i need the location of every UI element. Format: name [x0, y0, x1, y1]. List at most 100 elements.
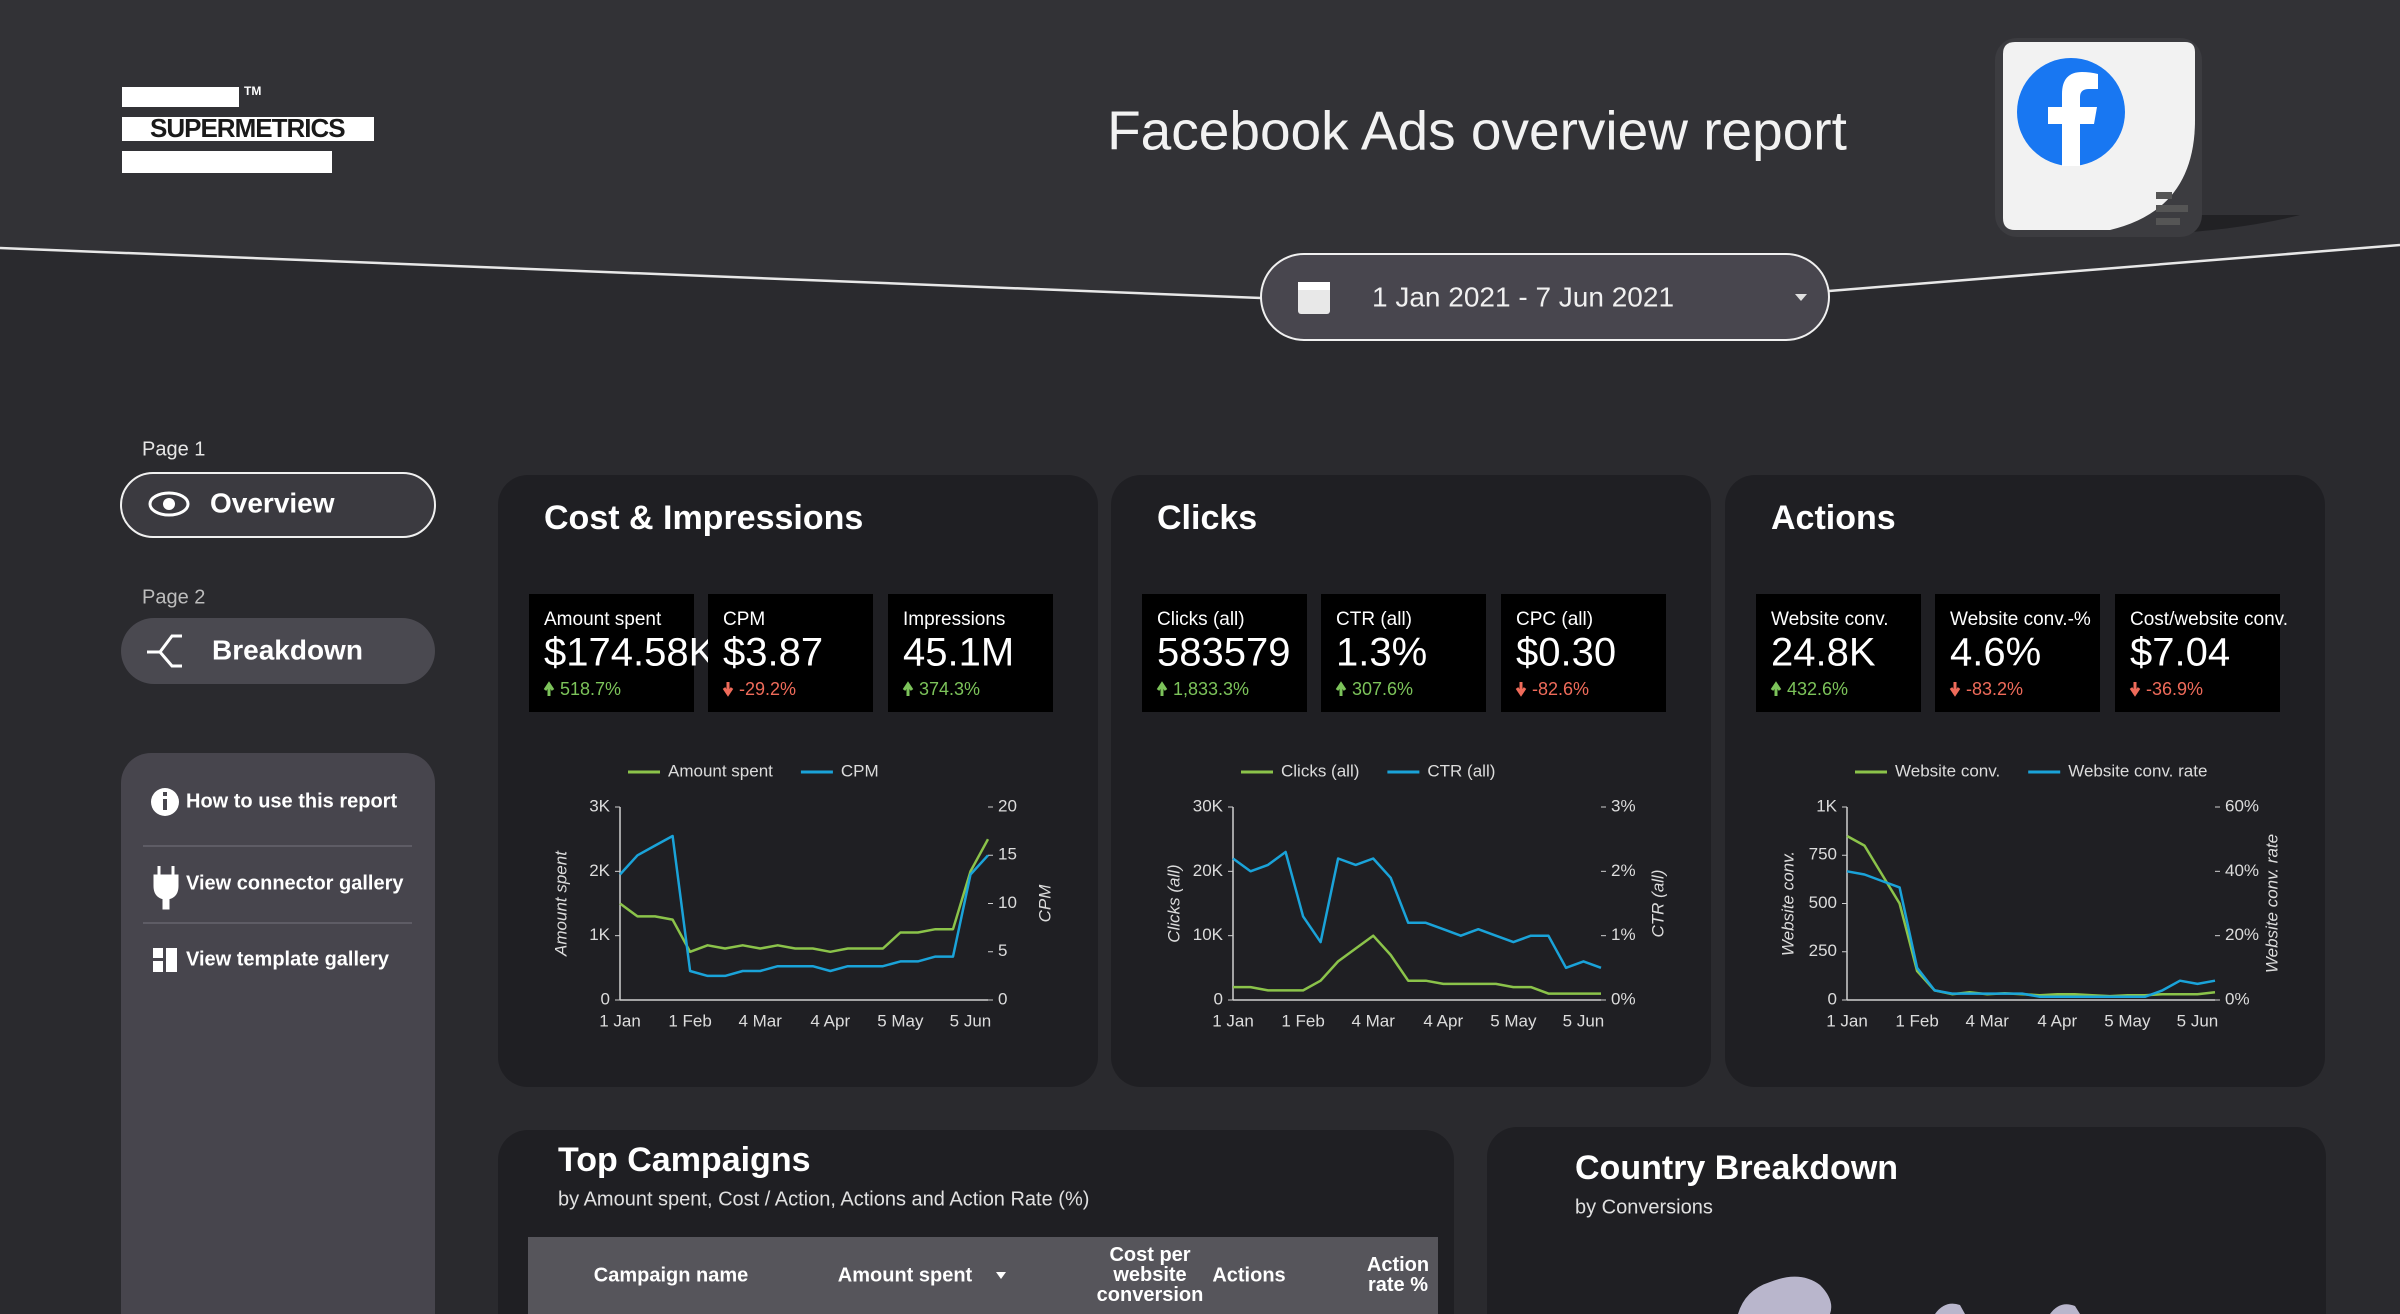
date-picker[interactable]: 1 Jan 2021 - 7 Jun 2021: [1260, 253, 1830, 341]
x-tick-label: 4 Apr: [810, 1011, 850, 1030]
y-tick-label: 3%: [1611, 796, 1636, 815]
card-bg: [498, 475, 1098, 1087]
nav-page-name[interactable]: Breakdown: [212, 634, 363, 665]
facebook-icon: [1995, 38, 2300, 237]
icon-bar: [2156, 218, 2180, 225]
report-title: Facebook Ads overview report: [1107, 100, 1847, 162]
delta-arrow: [543, 681, 555, 696]
delta-arrow: [1770, 681, 1782, 696]
nav-button-active[interactable]: [120, 472, 436, 538]
y-axis-label: Website conv.: [1778, 851, 1797, 956]
scorecard-value: 45.1M: [903, 631, 1014, 675]
grid-icon: [153, 948, 163, 958]
page-label: Page 1: [142, 438, 205, 460]
y2-axis-label: CTR (all): [1648, 870, 1667, 938]
y-tick-label: 250: [1809, 941, 1837, 960]
icon-bar: [2156, 192, 2172, 199]
delta-arrow: [2129, 682, 2141, 697]
column-header[interactable]: Amount spent: [838, 1264, 973, 1286]
y-tick-label: 2K: [589, 861, 610, 880]
y-tick-label: 15: [998, 845, 1017, 864]
nav-link[interactable]: View connector gallery: [186, 872, 404, 894]
eye-icon-pupil: [163, 498, 175, 510]
x-tick-label: 5 Jun: [950, 1011, 992, 1030]
y-tick-label: 1K: [589, 925, 610, 944]
scorecard-value: $3.87: [723, 631, 823, 675]
x-tick-label: 5 Jun: [1563, 1011, 1605, 1030]
y-tick-label: 30K: [1193, 796, 1224, 815]
column-header-wrap: Action rate %: [1367, 1254, 1429, 1296]
delta-arrow: [722, 682, 734, 697]
x-tick-label: 4 Mar: [738, 1011, 782, 1030]
delta-arrow: [1515, 682, 1527, 697]
series-line: [1233, 934, 1601, 995]
calendar-icon-top: [1298, 282, 1330, 290]
series-line: [1846, 870, 2216, 999]
logo: SUPERMETRICS TM: [122, 84, 374, 173]
page-label: Page 2: [142, 586, 205, 608]
nav-button[interactable]: [121, 618, 435, 684]
column-header[interactable]: Campaign name: [594, 1264, 748, 1286]
scorecard-delta: -82.6%: [1532, 679, 1589, 699]
icon-bar: [2156, 205, 2188, 212]
y-tick-label: 5: [998, 941, 1007, 960]
x-tick-label: 1 Feb: [1895, 1011, 1938, 1030]
scorecard-delta: 374.3%: [919, 679, 980, 699]
scorecard-delta: -29.2%: [739, 679, 796, 699]
scorecard-label: Website conv.: [1771, 609, 1889, 630]
scorecard-label: CTR (all): [1336, 609, 1412, 630]
side-panel: [121, 753, 435, 1314]
dropdown-caret: [1795, 294, 1807, 301]
scorecard-label: Website conv.-%: [1950, 609, 2091, 630]
y-tick-label: 10: [998, 893, 1017, 912]
sort-caret: [996, 1272, 1006, 1279]
x-tick-label: 1 Jan: [1826, 1011, 1868, 1030]
scorecard-value: $0.30: [1516, 631, 1616, 675]
card-title: Top Campaigns: [558, 1141, 811, 1179]
series-line: [1232, 850, 1602, 970]
scorecard: [1142, 594, 1307, 712]
y-tick-label: 10K: [1193, 925, 1224, 944]
scorecard-delta: 518.7%: [560, 679, 621, 699]
y-tick-label: 20: [998, 796, 1017, 815]
x-tick-label: 1 Feb: [668, 1011, 711, 1030]
column-header[interactable]: Action rate %: [1367, 1254, 1429, 1296]
scorecard-delta: 432.6%: [1787, 679, 1848, 699]
date-range: 1 Jan 2021 - 7 Jun 2021: [1372, 281, 1674, 312]
nav-link[interactable]: How to use this report: [186, 790, 397, 812]
nav-page-name[interactable]: Overview: [210, 487, 335, 518]
nav-link[interactable]: View template gallery: [186, 948, 390, 970]
scorecard: [2115, 594, 2280, 712]
icon-f: [2048, 72, 2098, 166]
date-pill[interactable]: [1260, 253, 1830, 341]
scorecard-value: 24.8K: [1771, 631, 1876, 675]
y2-axis-label: CPM: [1035, 884, 1054, 923]
y-tick-label: 20%: [2225, 925, 2259, 944]
y-tick-label: 0%: [2225, 989, 2250, 1008]
map-card: [1487, 1127, 2326, 1314]
scorecard: [1756, 594, 1921, 712]
grid-icon: [166, 948, 177, 972]
scorecard-delta: -36.9%: [2146, 679, 2203, 699]
logo-bar: [122, 151, 332, 173]
x-tick-label: 1 Feb: [1281, 1011, 1324, 1030]
scorecard: [1935, 594, 2100, 712]
info-icon-i: [163, 799, 167, 810]
y-tick-label: 0: [601, 989, 610, 1008]
scorecard-value: 4.6%: [1950, 631, 2041, 675]
legend-label: CTR (all): [1427, 761, 1495, 780]
column-header[interactable]: Cost per website conversion: [1097, 1244, 1204, 1306]
column-header[interactable]: Actions: [1212, 1264, 1285, 1286]
plug-icon: [153, 866, 179, 910]
x-tick-label: 1 Jan: [599, 1011, 641, 1030]
y-tick-label: 0%: [1611, 989, 1636, 1008]
scorecard: [888, 594, 1053, 712]
delta-arrow: [1156, 681, 1168, 696]
scorecard-value: $7.04: [2130, 631, 2230, 675]
legend-label: CPM: [841, 761, 879, 780]
y-tick-label: 2%: [1611, 861, 1636, 880]
